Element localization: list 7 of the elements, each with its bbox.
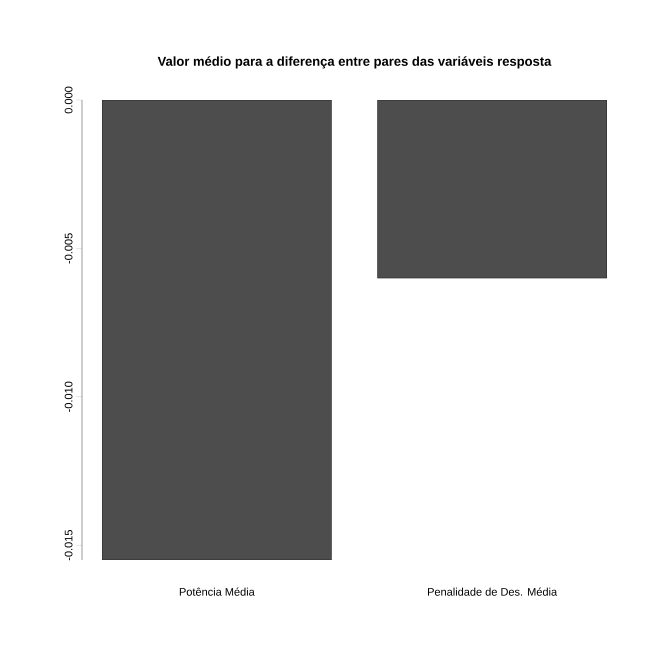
y-tick-label: -0.015	[64, 530, 72, 560]
x-tick-label: Potência Média	[180, 588, 255, 596]
chart-title: Valor médio para a diferença entre pares das variáveis resposta	[158, 56, 552, 68]
x-tick-label: Penalidade de Des. Média	[428, 588, 558, 596]
y-tick-label: -0.010	[64, 382, 72, 412]
y-tick-label: 0.000	[64, 86, 72, 114]
y-tick-label: -0.005	[64, 233, 72, 264]
